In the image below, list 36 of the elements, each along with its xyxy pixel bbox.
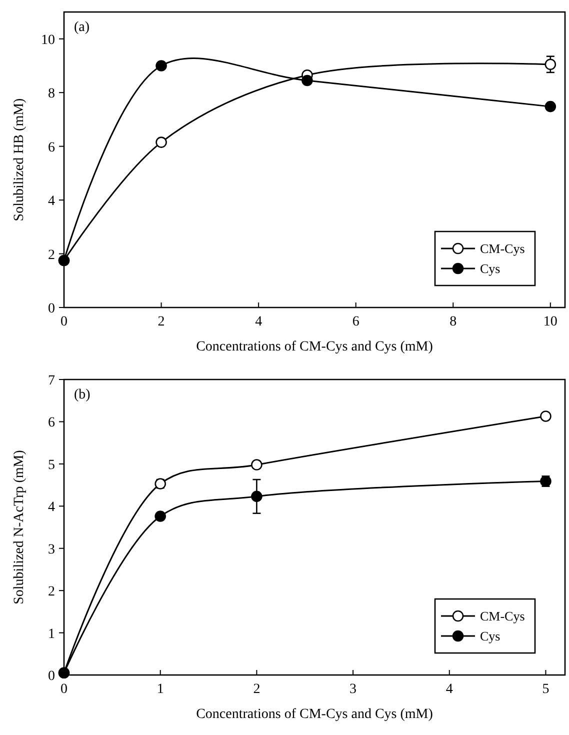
legend-label: Cys [480,261,500,276]
y-tick-label: 2 [48,248,55,263]
y-tick-label: 4 [48,500,55,516]
x-tick-label: 2 [158,314,165,330]
y-tick-label: 8 [48,86,55,102]
legend-label: Cys [480,628,500,644]
y-tick-label: 2 [48,584,55,600]
y-tick-label: 6 [48,416,55,431]
x-tick-label: 3 [350,682,357,697]
y-tick-label: 0 [48,302,55,316]
legend-label: CM-Cys [480,241,525,256]
text: (b) [74,388,91,402]
y-tick-label: 1 [48,626,55,642]
x-tick-label: 0 [60,682,68,697]
x-tick-label: 2 [253,682,260,697]
x-tick-label: 0 [60,314,68,330]
y-axis-title: Solubilized N-AcTrp (mM) [12,450,27,604]
y-tick-label: 10 [41,32,55,48]
x-tick-label: 5 [542,682,550,697]
y-tick-label: 0 [48,669,55,684]
y-axis-title: Solubilized HB (mM) [12,98,27,222]
legend-label: CM-Cys [480,608,525,624]
x-tick-label: 1 [156,682,164,697]
y-tick-label: 7 [48,374,55,388]
y-tick-label: 5 [48,458,55,473]
x-tick-label: 4 [255,314,262,330]
y-tick-label: 4 [48,194,55,210]
x-tick-label: 10 [543,314,558,330]
y-tick-label: 3 [48,542,55,558]
x-tick-label: 4 [446,682,453,697]
x-tick-label: 6 [352,314,360,330]
x-axis-title: Concentrations of CM-Cys and Cys (mM) [196,707,434,722]
text: (a) [74,20,90,35]
x-tick-label: 8 [450,314,457,330]
y-tick-label: 6 [48,140,55,156]
x-axis-title: Concentrations of CM-Cys and Cys (mM) [196,340,434,354]
